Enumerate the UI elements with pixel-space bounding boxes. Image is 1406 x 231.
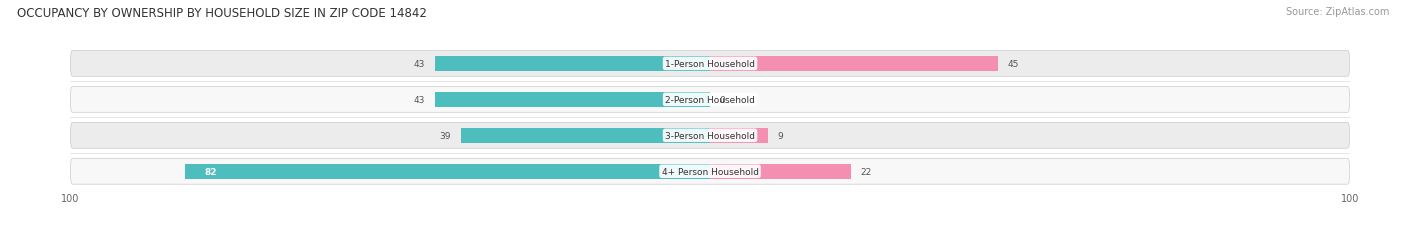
Bar — [710, 164, 851, 179]
Bar — [434, 57, 710, 72]
FancyBboxPatch shape — [70, 51, 1350, 77]
Text: 4+ Person Household: 4+ Person Household — [662, 167, 758, 176]
Bar — [434, 92, 710, 107]
Bar — [461, 128, 710, 143]
Text: 39: 39 — [440, 131, 451, 140]
Text: 43: 43 — [413, 60, 426, 69]
Text: 3-Person Household: 3-Person Household — [665, 131, 755, 140]
Text: 22: 22 — [860, 167, 872, 176]
Text: 2-Person Household: 2-Person Household — [665, 95, 755, 104]
FancyBboxPatch shape — [70, 87, 1350, 113]
Text: 82: 82 — [205, 167, 217, 176]
FancyBboxPatch shape — [70, 159, 1350, 184]
Text: 1-Person Household: 1-Person Household — [665, 60, 755, 69]
Text: 45: 45 — [1008, 60, 1019, 69]
Bar — [710, 57, 998, 72]
FancyBboxPatch shape — [70, 123, 1350, 149]
Text: 43: 43 — [413, 95, 426, 104]
Bar — [186, 164, 710, 179]
Bar — [710, 128, 768, 143]
Text: 9: 9 — [778, 131, 783, 140]
Text: 0: 0 — [720, 95, 725, 104]
Text: Source: ZipAtlas.com: Source: ZipAtlas.com — [1285, 7, 1389, 17]
Text: OCCUPANCY BY OWNERSHIP BY HOUSEHOLD SIZE IN ZIP CODE 14842: OCCUPANCY BY OWNERSHIP BY HOUSEHOLD SIZE… — [17, 7, 427, 20]
